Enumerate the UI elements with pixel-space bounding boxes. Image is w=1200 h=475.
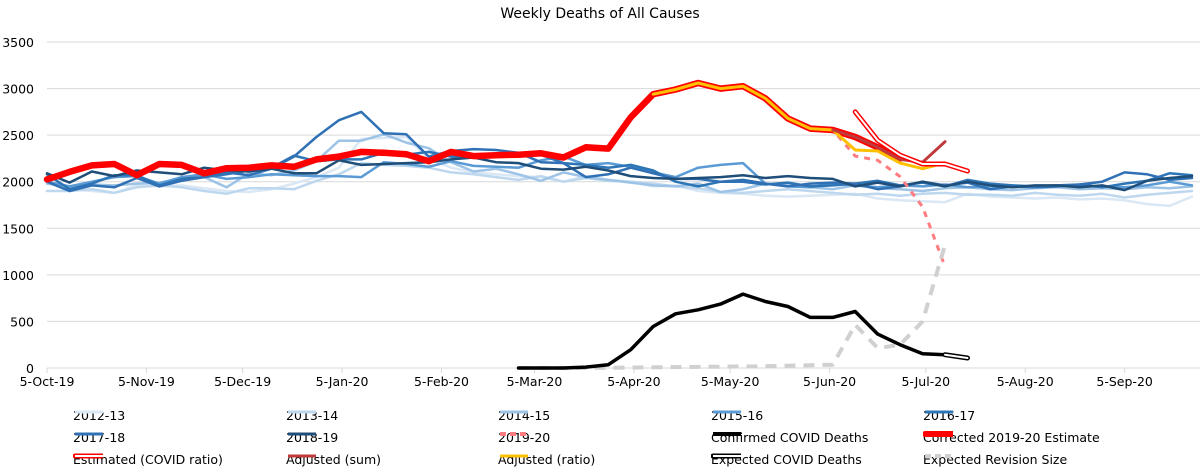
legend-swatch: [925, 454, 953, 458]
x-tick-label: 5-Jun-20: [803, 374, 856, 389]
series-adjusted-ratio-line: [651, 81, 947, 171]
legend-item-2018-19: 2018-19: [286, 427, 338, 447]
x-tick-label: 5-Oct-19: [20, 374, 75, 389]
legend-item-adjusted-sum: Adjusted (sum): [286, 449, 381, 469]
legend-swatch: [923, 431, 953, 437]
legend-label: Confirmed COVID Deaths: [711, 429, 869, 445]
series-expected-revision-size-line: [518, 244, 947, 370]
y-tick-label: 1000: [2, 268, 34, 283]
legend-item-corrected-2019-20-estimate: Corrected 2019-20 Estimate: [923, 427, 1100, 447]
legend-item-confirmed-covid-deaths: Confirmed COVID Deaths: [711, 427, 868, 447]
legend-swatch: [75, 410, 103, 414]
series-2016-17: [45, 150, 1194, 191]
legend-swatch: [288, 454, 316, 458]
legend-label: Expected Revision Size: [923, 451, 1068, 467]
series-adjusted-ratio: [651, 81, 947, 171]
legend-swatch: [713, 410, 741, 414]
line-chart: 0 500 1000 1500 2000 2500 3000 3500 5-Oct-19 5-No…: [2, 35, 1200, 389]
legend-swatch: [288, 432, 316, 436]
series-2014-15-line: [45, 132, 1194, 194]
series-estimated-covid-ratio-line: [854, 110, 969, 172]
y-tick-label: 0: [26, 361, 34, 376]
series-2016-17-line: [45, 150, 1194, 191]
legend-item-2019-20: 2019-20: [498, 427, 550, 447]
x-tick-label: 5-Jan-20: [316, 374, 369, 389]
x-tick-label: 5-Mar-20: [507, 374, 563, 389]
legend-swatch: [925, 410, 953, 414]
x-tick-label: 5-May-20: [701, 374, 760, 389]
series-confirmed-covid-deaths-line: [516, 292, 947, 370]
legend-label: Expected COVID Deaths: [711, 451, 862, 467]
series-confirmed-covid-deaths: [516, 292, 947, 370]
legend-item-2014-15: 2014-15: [498, 405, 550, 425]
series-adjusted-sum-line: [831, 128, 947, 164]
y-tick-label: 2000: [2, 175, 34, 190]
legend-item-adjusted-ratio: Adjusted (ratio): [498, 449, 595, 469]
series-estimated-covid-ratio: [852, 109, 970, 174]
legend: 2012-13 2013-14 2014-15 2015-16 2016-17 2017-…: [0, 405, 1200, 471]
legend-swatch: [711, 453, 741, 459]
legend-item-expected-covid-deaths: Expected COVID Deaths: [711, 449, 862, 469]
legend-swatch: [75, 432, 103, 436]
y-tick-label: 500: [10, 314, 34, 329]
legend-swatch: [713, 432, 741, 436]
y-tick-label: 3500: [2, 35, 34, 50]
series-2014-15: [45, 132, 1194, 194]
legend-swatch: [500, 454, 528, 458]
series-expected-revision-size: [518, 244, 947, 370]
x-tick-label: 5-Dec-19: [214, 374, 271, 389]
legend-swatch: [288, 410, 316, 414]
series-2017-18: [45, 110, 1194, 193]
legend-item-2013-14: 2013-14: [286, 405, 338, 425]
legend-label: Corrected 2019-20 Estimate: [923, 429, 1100, 445]
series-adjusted-sum: [831, 128, 947, 164]
x-tick-label: 5-Aug-20: [997, 374, 1054, 389]
legend-item-estimated-covid-ratio: Estimated (COVID ratio): [73, 449, 223, 469]
x-tick-label: 5-Sep-20: [1096, 374, 1152, 389]
legend-swatch: [73, 453, 103, 459]
series-2017-18-line: [45, 110, 1194, 193]
x-tick-label: 5-Jul-20: [901, 374, 950, 389]
y-tick-label: 2500: [2, 128, 34, 143]
legend-item-2012-13: 2012-13: [73, 405, 125, 425]
series-expected-covid-deaths-line: [944, 353, 969, 359]
legend-swatch: [500, 410, 528, 414]
legend-label: Estimated (COVID ratio): [73, 451, 223, 467]
y-tick-label: 1500: [2, 221, 34, 236]
legend-swatch: [500, 432, 528, 436]
chart-title: Weekly Deaths of All Causes: [500, 6, 700, 22]
legend-item-2015-16: 2015-16: [711, 405, 763, 425]
series-expected-covid-deaths: [942, 352, 970, 361]
y-tick-label: 3000: [2, 82, 34, 97]
legend-item-2017-18: 2017-18: [73, 427, 125, 447]
legend-item-expected-revision-size: Expected Revision Size: [923, 449, 1067, 469]
x-tick-label: 5-Feb-20: [414, 374, 469, 389]
x-tick-label: 5-Nov-19: [118, 374, 175, 389]
x-tick-label: 5-Apr-20: [607, 374, 660, 389]
legend-item-2016-17: 2016-17: [923, 405, 975, 425]
